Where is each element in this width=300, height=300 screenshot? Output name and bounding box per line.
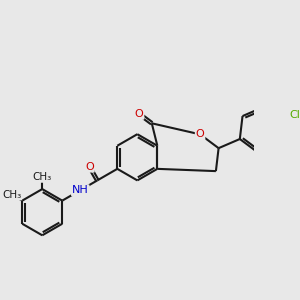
Text: CH₃: CH₃: [33, 172, 52, 182]
Text: Cl: Cl: [289, 110, 300, 121]
Text: O: O: [135, 109, 143, 119]
Text: O: O: [196, 129, 204, 139]
Text: CH₃: CH₃: [2, 190, 21, 200]
Text: O: O: [85, 162, 94, 172]
Text: NH: NH: [72, 185, 89, 195]
